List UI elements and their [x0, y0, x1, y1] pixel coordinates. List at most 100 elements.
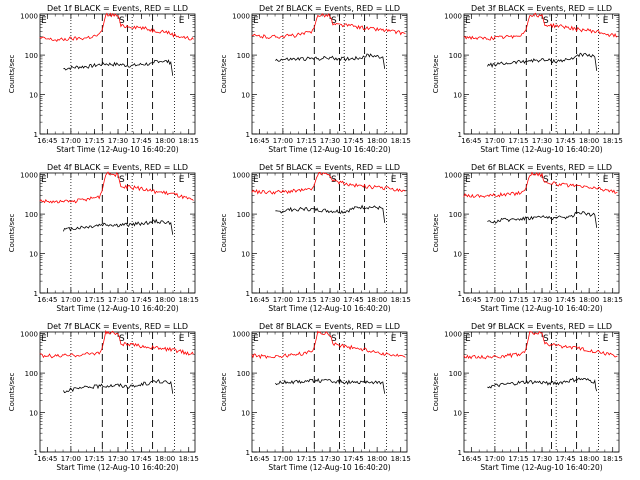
y-tick-label: 1	[458, 449, 462, 457]
detector-panel-3: Det 3f BLACK = Events, RED = LLD 1 10 100 10…	[432, 4, 623, 154]
y-tick-label: 1	[34, 290, 38, 298]
events-series-line	[487, 377, 598, 392]
lld-series-line	[251, 171, 406, 195]
x-tick-label: 18:15	[179, 296, 199, 304]
detector-panel-5: Det 5f BLACK = Events, RED = LLD 1 10 100 10…	[220, 163, 411, 313]
x-tick-label: 18:00	[367, 137, 387, 145]
plot-frame	[39, 172, 196, 294]
event-marker-s: S	[119, 175, 125, 185]
lld-series-line	[463, 12, 618, 41]
x-tick-label: 16:45	[461, 296, 481, 304]
y-axis-label: Counts/sec	[432, 373, 440, 412]
y-tick-label: 1000	[20, 331, 38, 339]
x-tick-label: 18:00	[367, 455, 387, 463]
x-axis-label: Start Time (12-Aug-10 16:40:20)	[268, 145, 390, 154]
plot-frame	[463, 172, 620, 294]
y-tick-label: 1	[246, 290, 250, 298]
y-axis-label: Counts/sec	[220, 55, 228, 94]
event-marker-e: E	[253, 16, 259, 26]
x-axis-label: Start Time (12-Aug-10 16:40:20)	[56, 145, 178, 154]
lld-series-line	[463, 171, 618, 198]
y-tick-label: 1000	[232, 331, 250, 339]
plot-frame	[39, 13, 196, 135]
y-tick-label: 10	[453, 92, 462, 100]
detector-panel-7: Det 7f BLACK = Events, RED = LLD 1 10 100 10…	[8, 322, 199, 472]
y-axis-label: Counts/sec	[220, 373, 228, 412]
panel-title: Det 2f BLACK = Events, RED = LLD	[259, 4, 400, 13]
events-series-line	[63, 59, 174, 76]
x-tick-label: 18:00	[579, 455, 599, 463]
y-tick-label: 100	[449, 211, 462, 219]
x-tick-label: 17:45	[131, 137, 151, 145]
x-tick-label: 17:45	[555, 137, 575, 145]
event-marker-e: E	[179, 175, 185, 185]
x-tick-label: 16:45	[249, 137, 269, 145]
event-marker-e: E	[179, 16, 185, 26]
y-tick-label: 1000	[444, 13, 462, 21]
panel-title: Det 9f BLACK = Events, RED = LLD	[471, 322, 612, 331]
x-axis-label: Start Time (12-Aug-10 16:40:20)	[480, 145, 602, 154]
x-tick-label: 18:00	[579, 137, 599, 145]
x-axis-label: Start Time (12-Aug-10 16:40:20)	[480, 463, 602, 472]
x-tick-label: 17:45	[343, 455, 363, 463]
y-tick-label: 1	[34, 449, 38, 457]
plot-frame	[251, 172, 408, 294]
events-series-line	[275, 378, 386, 394]
x-axis-label: Start Time (12-Aug-10 16:40:20)	[480, 304, 602, 313]
x-axis-label: Start Time (12-Aug-10 16:40:20)	[56, 304, 178, 313]
event-marker-s: S	[119, 334, 125, 344]
lld-series-line	[251, 330, 406, 360]
event-marker-e: E	[41, 16, 47, 26]
x-tick-label: 17:00	[273, 296, 293, 304]
x-tick-label: 17:15	[84, 296, 104, 304]
y-tick-label: 1000	[444, 172, 462, 180]
event-marker-s: S	[331, 16, 337, 26]
x-tick-label: 17:00	[61, 137, 81, 145]
x-tick-label: 18:15	[603, 137, 623, 145]
x-tick-label: 16:45	[461, 137, 481, 145]
x-tick-label: 16:45	[37, 455, 57, 463]
events-series-line	[487, 211, 598, 228]
y-tick-label: 1	[34, 131, 38, 139]
event-marker-e: E	[603, 334, 609, 344]
x-tick-label: 18:00	[367, 296, 387, 304]
panel-title: Det 8f BLACK = Events, RED = LLD	[259, 322, 400, 331]
x-axis-label: Start Time (12-Aug-10 16:40:20)	[268, 304, 390, 313]
y-tick-label: 100	[25, 211, 38, 219]
y-axis-label: Counts/sec	[8, 55, 16, 94]
lld-series-line	[463, 331, 618, 360]
y-tick-label: 10	[29, 251, 38, 259]
x-tick-label: 17:15	[84, 455, 104, 463]
x-tick-label: 17:00	[61, 455, 81, 463]
x-tick-label: 17:15	[84, 137, 104, 145]
event-marker-e: E	[391, 16, 397, 26]
x-tick-label: 18:15	[603, 296, 623, 304]
panel-title: Det 5f BLACK = Events, RED = LLD	[259, 163, 400, 172]
y-tick-label: 100	[449, 52, 462, 60]
event-marker-s: S	[543, 334, 549, 344]
x-tick-label: 17:30	[320, 296, 340, 304]
x-tick-label: 17:15	[296, 455, 316, 463]
panel-title: Det 1f BLACK = Events, RED = LLD	[47, 4, 188, 13]
x-tick-label: 16:45	[37, 137, 57, 145]
y-tick-label: 10	[29, 410, 38, 418]
event-marker-e: E	[179, 334, 185, 344]
y-tick-label: 10	[241, 410, 250, 418]
x-tick-label: 18:00	[155, 137, 175, 145]
detector-panel-1: Det 1f BLACK = Events, RED = LLD 1 10 100 10…	[8, 4, 199, 154]
y-tick-label: 1	[246, 131, 250, 139]
panel-title: Det 3f BLACK = Events, RED = LLD	[471, 4, 612, 13]
x-tick-label: 17:30	[108, 296, 128, 304]
panel-title: Det 4f BLACK = Events, RED = LLD	[47, 163, 188, 172]
y-axis-label: Counts/sec	[8, 373, 16, 412]
x-tick-label: 17:15	[296, 296, 316, 304]
x-tick-label: 17:00	[273, 137, 293, 145]
plot-frame	[463, 331, 620, 453]
detector-panel-6: Det 6f BLACK = Events, RED = LLD 1 10 100 10…	[432, 163, 623, 313]
y-axis-label: Counts/sec	[220, 214, 228, 253]
x-tick-label: 17:00	[485, 296, 505, 304]
x-tick-label: 17:30	[532, 296, 552, 304]
y-tick-label: 100	[25, 370, 38, 378]
detector-panel-9: Det 9f BLACK = Events, RED = LLD 1 10 100 10…	[432, 322, 623, 472]
x-tick-label: 17:15	[296, 137, 316, 145]
